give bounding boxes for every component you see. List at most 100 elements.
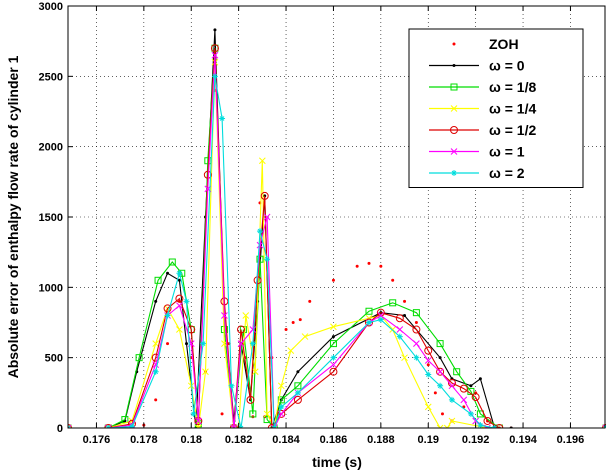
x-tick-label: 0.18: [181, 434, 202, 446]
x-marker: [221, 312, 228, 319]
star-marker: [249, 340, 256, 347]
star-marker: [256, 228, 263, 235]
y-tick-label: 2000: [39, 142, 63, 154]
series-layer: [68, 28, 606, 428]
circle-marker: [424, 346, 433, 355]
x-marker: [237, 340, 245, 347]
x-marker: [194, 424, 202, 428]
dot-marker: [220, 412, 224, 416]
square-marker: [277, 396, 285, 404]
x-marker: [242, 312, 250, 319]
x-axis-title: time (s): [312, 454, 362, 470]
star-marker: [219, 115, 226, 122]
star-marker: [264, 256, 271, 263]
x-marker: [330, 361, 337, 369]
y-axis-title: Absolute error of enthalpy flow rate of …: [5, 55, 21, 378]
x-tick-label: 0.176: [83, 434, 111, 446]
x-marker: [249, 326, 257, 333]
dot-marker: [154, 398, 158, 402]
star-marker: [396, 333, 403, 340]
x-marker: [448, 417, 456, 425]
x-tick-label: 0.182: [225, 434, 253, 446]
x-marker: [413, 340, 420, 347]
circle-marker: [175, 294, 184, 303]
circle-marker: [495, 424, 504, 428]
circle-marker: [260, 191, 269, 200]
square-marker: [389, 299, 397, 307]
circle-marker: [436, 367, 445, 376]
x-marker: [202, 368, 209, 376]
star-marker: [330, 354, 337, 361]
square-marker: [329, 340, 337, 348]
dot-marker: [284, 328, 288, 332]
x-marker: [211, 51, 219, 59]
legend-entry: ω = 1/4: [429, 101, 536, 117]
x-marker: [436, 424, 444, 428]
legend: ZOH ω = 0 ω = 1/8 ω = 1/4 ω = 1/2 ω = 1 ω = 2: [408, 28, 584, 188]
x-marker: [258, 157, 266, 165]
legend-entries: ZOH ω = 0 ω = 1/8 ω = 1/4 ω = 1/2 ω = 1 ω = 2: [429, 36, 536, 181]
x-marker: [377, 312, 385, 319]
legend-entry: ZOH: [452, 36, 519, 52]
x-marker: [448, 382, 456, 390]
legend-label: ω = 1/2: [489, 122, 536, 138]
y-tick-label: 2500: [39, 71, 63, 83]
x-marker: [152, 340, 160, 347]
star-marker: [425, 371, 432, 378]
dot-marker: [308, 299, 312, 303]
circle-marker: [329, 367, 338, 376]
star-marker: [451, 170, 457, 176]
dot-marker: [452, 64, 456, 67]
circle-marker: [293, 395, 302, 404]
legend-entry: ω = 1/8: [429, 79, 536, 95]
x-marker: [230, 424, 238, 428]
star-marker: [164, 312, 171, 319]
y-tick-label: 3000: [39, 1, 63, 13]
axis-ticks: 0.176 0.178 0.18 0.182 0.184 0.186 0.188 0.19 0.…: [39, 1, 585, 446]
circle-marker: [471, 393, 480, 402]
square-marker: [453, 368, 461, 376]
dot-marker: [478, 377, 482, 381]
star-marker: [176, 270, 183, 277]
dot-marker: [469, 384, 473, 388]
square-marker: [168, 258, 176, 266]
dot-marker: [426, 363, 430, 367]
dot-marker: [440, 412, 444, 416]
series-line: [68, 62, 606, 428]
circle-marker: [246, 395, 255, 404]
star-marker: [377, 316, 384, 323]
square-marker: [412, 309, 420, 317]
legend-label: ω = 2: [489, 165, 525, 181]
dot-marker: [213, 28, 217, 32]
x-marker: [176, 326, 183, 333]
dot-marker: [414, 321, 418, 324]
dot-marker: [438, 356, 442, 360]
x-marker: [472, 417, 480, 425]
dot-marker: [403, 313, 407, 317]
dot-marker: [452, 42, 456, 46]
star-marker: [228, 382, 235, 389]
x-tick-label: 0.184: [272, 434, 300, 446]
dot-marker: [331, 335, 335, 339]
dot-marker: [391, 278, 395, 282]
dot-marker: [296, 370, 300, 374]
dot-marker: [166, 342, 170, 346]
dot-marker: [177, 278, 181, 282]
star-marker: [448, 396, 455, 403]
x-tick-label: 0.188: [367, 434, 395, 446]
square-marker: [450, 83, 458, 91]
x-marker: [251, 368, 259, 376]
x-tick-label: 0.196: [557, 434, 585, 446]
star-marker: [278, 403, 285, 410]
dot-marker: [403, 299, 407, 303]
square-marker: [135, 354, 143, 362]
legend-entry: ω = 1/2: [429, 122, 536, 138]
star-marker: [477, 422, 484, 428]
y-tick-label: 0: [57, 423, 63, 435]
legend-label: ω = 1: [489, 144, 525, 160]
circle-marker: [210, 44, 219, 53]
dot-marker: [291, 321, 295, 324]
x-tick-label: 0.194: [509, 434, 537, 446]
x-marker: [443, 424, 451, 428]
x-marker: [450, 148, 458, 155]
